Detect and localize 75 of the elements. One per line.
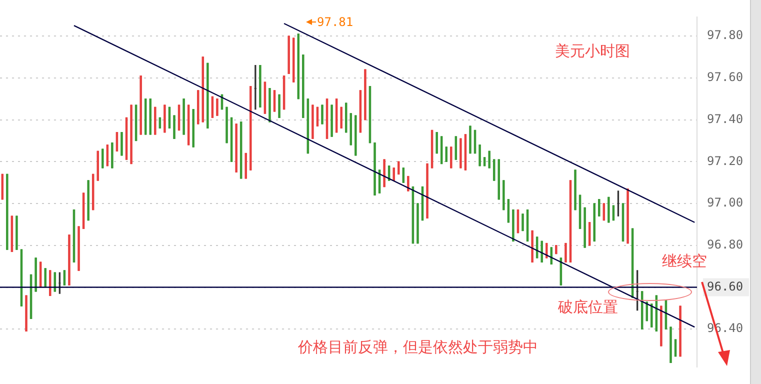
candlestick <box>430 130 434 168</box>
y-tick-label: 96.80 <box>707 238 744 252</box>
candlestick <box>670 326 672 363</box>
candlestick <box>120 132 123 156</box>
annotation: 美元小时图 <box>555 42 630 60</box>
candlestick <box>564 242 567 262</box>
candlestick <box>316 106 319 126</box>
candlestick <box>492 159 496 181</box>
candlestick <box>134 104 138 142</box>
candlestick <box>421 186 424 221</box>
annotation: 97.81 <box>317 15 354 30</box>
candlestick <box>125 117 128 160</box>
candlestick <box>574 170 576 210</box>
candlestick <box>226 106 228 144</box>
candlestick <box>292 38 295 82</box>
candlestick <box>536 236 538 258</box>
candlestick <box>474 130 476 154</box>
candlestick <box>68 234 70 286</box>
y-tick-label: 97.80 <box>707 28 744 42</box>
candlestick <box>264 82 266 114</box>
candlestick <box>20 249 23 306</box>
y-tick-label: 97.20 <box>707 154 744 168</box>
annotation: 价格目前反弹，但是依然处于弱势中 <box>297 338 538 356</box>
candlestick <box>78 226 80 271</box>
candlestick <box>374 142 376 196</box>
candlestick <box>182 98 185 135</box>
candlestick <box>612 205 615 221</box>
ref-line-label: 96.60 <box>707 279 744 294</box>
candlestick <box>578 194 582 229</box>
candlestick <box>402 168 405 183</box>
candlestick <box>364 69 366 120</box>
candlestick <box>440 136 443 164</box>
candlestick <box>350 113 352 146</box>
candlestick <box>220 94 224 110</box>
candlestick <box>478 144 481 166</box>
candlestick <box>278 94 280 118</box>
y-tick-label: 97.60 <box>707 70 744 84</box>
candlestick <box>674 339 677 357</box>
candlestick <box>240 122 242 179</box>
candlestick <box>359 90 362 133</box>
candlestick <box>130 104 132 164</box>
candlestick <box>144 98 147 135</box>
candlestick <box>16 216 18 250</box>
candlestick <box>321 104 324 124</box>
candlestick <box>426 163 428 218</box>
candlestick <box>464 134 467 170</box>
candlestick <box>216 98 218 116</box>
candlestick <box>230 117 233 162</box>
candlestick <box>82 192 85 229</box>
y-tick-label: 97.40 <box>707 112 744 126</box>
candlestick <box>412 186 414 244</box>
candlestick <box>522 214 524 232</box>
candlestick <box>454 136 458 160</box>
candlestick <box>378 170 381 194</box>
candlestick <box>588 222 591 246</box>
candlestick <box>268 88 271 122</box>
candlestick <box>173 115 176 139</box>
candlestick <box>344 102 348 133</box>
y-tick-label: 97.00 <box>707 196 744 210</box>
candlestick <box>416 203 419 244</box>
candlestick <box>92 174 94 210</box>
candlestick <box>330 104 333 137</box>
candlestick <box>187 104 190 146</box>
candlestick <box>178 104 180 131</box>
candlestick <box>273 90 276 112</box>
annotation: 破底位置 <box>557 298 618 316</box>
candlestick <box>469 126 472 154</box>
candlestick <box>602 203 606 221</box>
candlestick <box>626 188 629 244</box>
candlestick <box>483 157 486 166</box>
candlestick <box>516 209 520 234</box>
candlestick <box>622 203 624 242</box>
candlestick <box>25 295 28 332</box>
candlestick <box>106 144 109 166</box>
annotation: 继续空 <box>662 252 707 270</box>
